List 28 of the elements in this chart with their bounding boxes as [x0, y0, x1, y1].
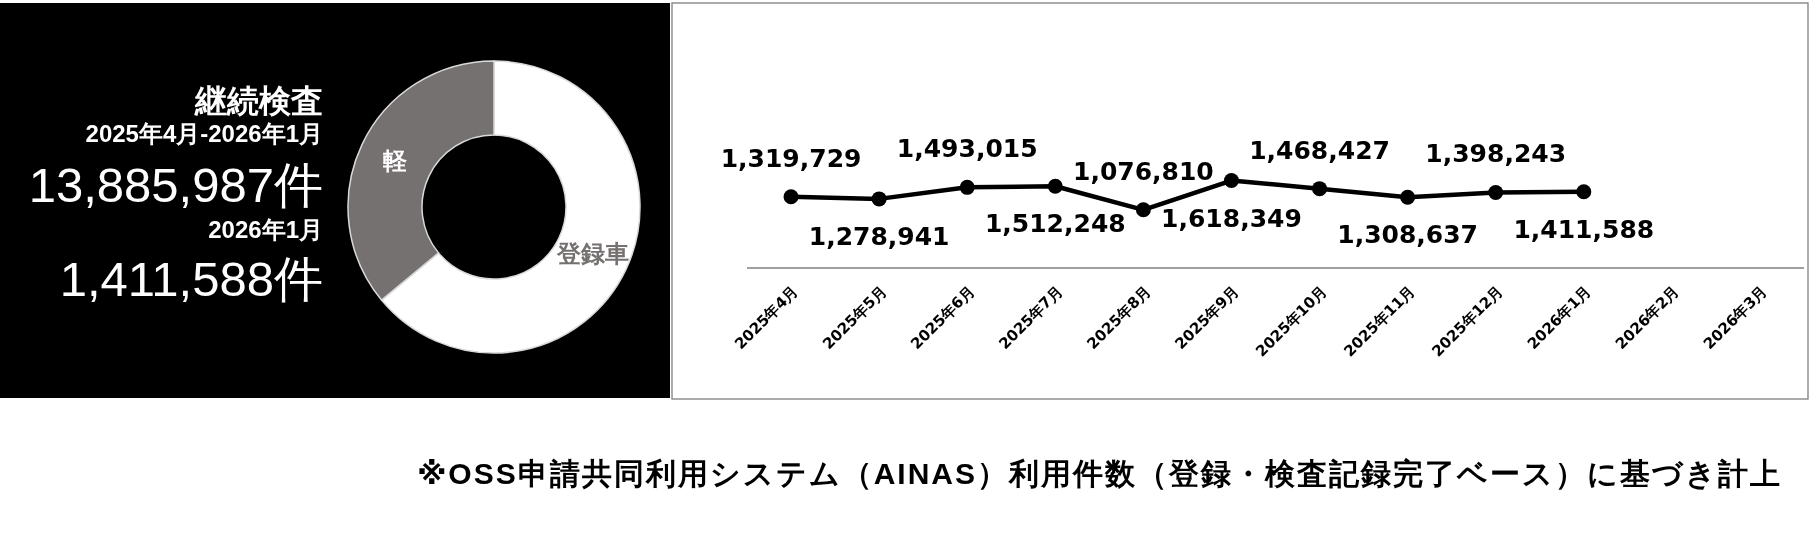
point [871, 191, 887, 207]
data-label: 1,468,427 [1249, 135, 1390, 165]
text: 継続検査 [194, 83, 323, 119]
text: ※OSS申請共同利用システム（AINAS）利用件数（登録・検査記録完了ベース）に基づき計上 [417, 457, 1782, 490]
text: 1,411,588件 [59, 252, 323, 306]
point [1400, 189, 1416, 205]
data-label: 1,411,588 [1513, 214, 1655, 244]
point [1488, 184, 1504, 200]
data-label: 1,319,729 [720, 143, 862, 173]
point [1223, 173, 1239, 189]
data-label: 1,278,941 [808, 221, 950, 251]
point [1135, 202, 1151, 218]
point [1047, 178, 1063, 194]
text: 2026年1月 [208, 216, 323, 243]
text: 2025年4月-2026年1月 [85, 120, 323, 147]
data-label: 1,493,015 [896, 134, 1038, 164]
data-label: 1,076,810 [1072, 156, 1214, 186]
slice-label: 登録車 [555, 239, 629, 267]
point [1576, 184, 1592, 200]
slice-label: 軽 [382, 147, 408, 175]
data-label: 1,398,243 [1425, 139, 1567, 169]
data-label: 1,618,349 [1161, 203, 1302, 233]
data-label: 1,308,637 [1337, 220, 1479, 250]
point [1312, 181, 1328, 197]
data-label: 1,512,248 [984, 209, 1126, 239]
point [959, 179, 975, 195]
text: 13,885,987件 [28, 158, 323, 212]
point [783, 189, 799, 205]
